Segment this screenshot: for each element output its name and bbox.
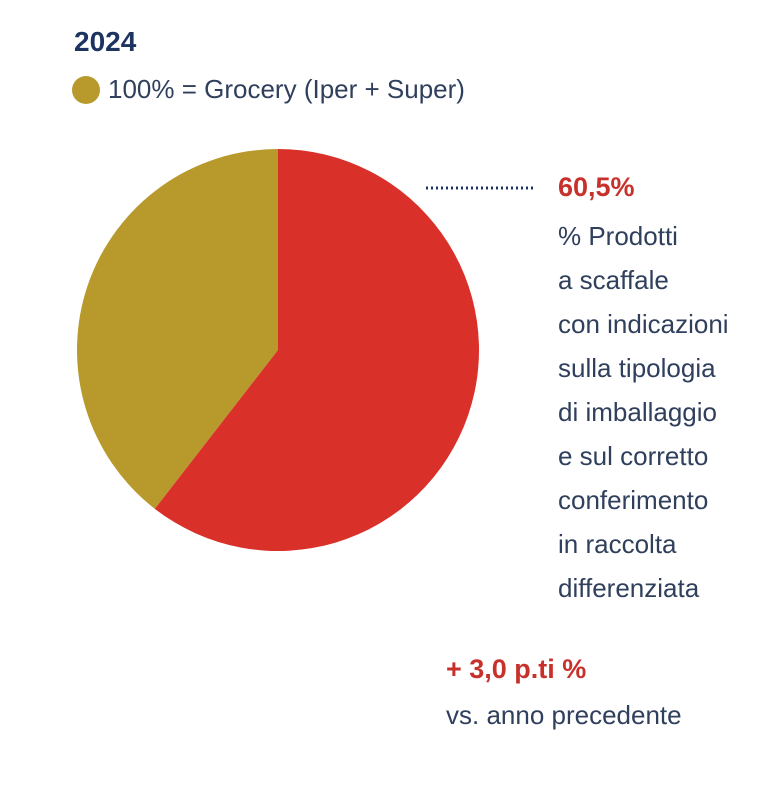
delta-value: + 3,0 p.ti % xyxy=(446,654,587,684)
callout-value: 60,5% xyxy=(558,172,635,202)
legend-swatch xyxy=(72,75,100,104)
pie-slice-highlight xyxy=(154,149,480,551)
callout-line: differenziata xyxy=(558,573,700,603)
chart-year: 2024 xyxy=(74,26,137,57)
callout-line: conferimento xyxy=(558,485,709,515)
callout-line: e sul corretto xyxy=(558,441,709,471)
callout-line: con indicazioni xyxy=(558,309,729,339)
pie-slice-rest xyxy=(77,149,278,509)
callout-line: % Prodotti xyxy=(558,221,678,251)
callout-line: in raccolta xyxy=(558,529,677,559)
legend-label: 100% = Grocery (Iper + Super) xyxy=(108,74,465,104)
legend: 100% = Grocery (Iper + Super) xyxy=(72,74,465,105)
delta-label: vs. anno precedente xyxy=(446,700,682,730)
callout-line: di imballaggio xyxy=(558,397,717,427)
callout-line: a scaffale xyxy=(558,265,669,295)
callout-description: % Prodotti a scaffale con indicazioni su… xyxy=(558,214,729,610)
callout-line: sulla tipologia xyxy=(558,353,716,383)
